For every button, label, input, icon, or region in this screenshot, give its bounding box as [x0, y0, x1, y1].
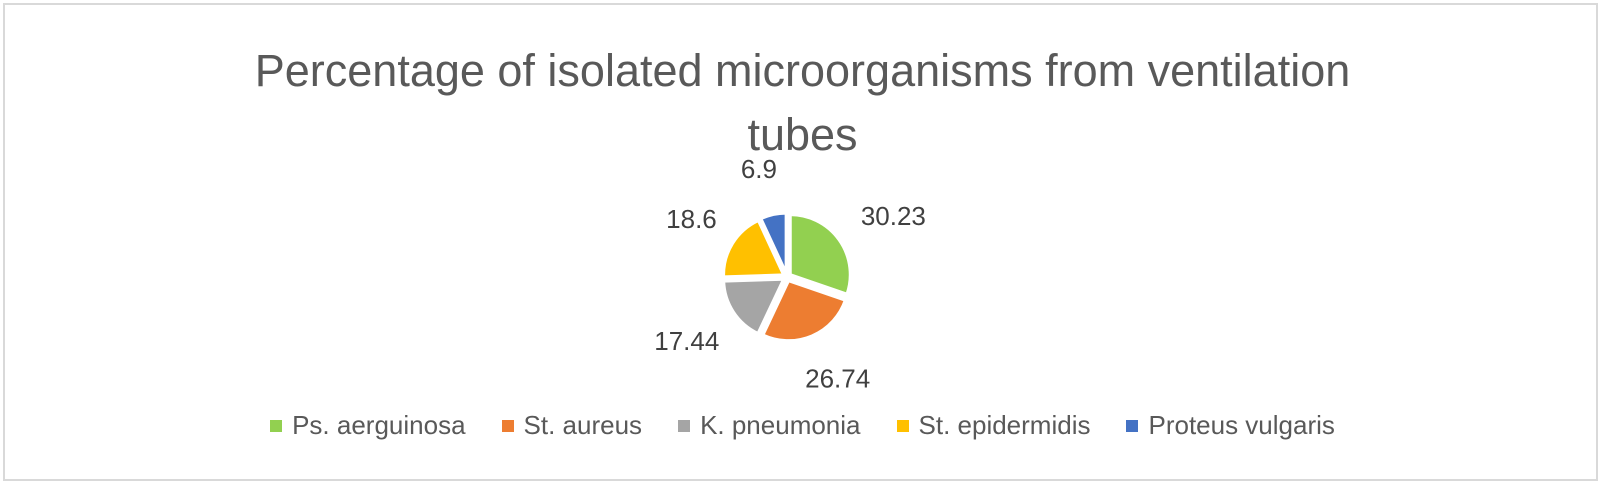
data-label-st-epidermidis: 18.6 — [666, 204, 717, 234]
pie-data-labels: 30.23 26.74 17.44 18.6 6.9 — [654, 154, 926, 393]
legend-item-proteus-vulgaris: Proteus vulgaris — [1126, 410, 1335, 441]
legend-item-st-aureus: St. aureus — [501, 410, 643, 441]
pie-chart: 30.23 26.74 17.44 18.6 6.9 — [654, 154, 926, 393]
legend-label-proteus-vulgaris: Proteus vulgaris — [1148, 410, 1335, 440]
legend-item-ps-aerguinosa: Ps. aerguinosa — [270, 410, 466, 441]
legend-label-ps-aerguinosa: Ps. aerguinosa — [292, 410, 466, 440]
chart-title: Percentage of isolated microorganisms fr… — [5, 39, 1600, 167]
data-label-k-pneumonia: 17.44 — [654, 326, 719, 356]
data-label-ps-aerguinosa: 30.23 — [861, 201, 926, 231]
legend-swatch-proteus-vulgaris — [1126, 419, 1139, 432]
legend-swatch-st-epidermidis — [896, 419, 909, 432]
data-label-proteus-vulgaris: 6.9 — [741, 154, 777, 184]
legend-item-k-pneumonia: K. pneumonia — [678, 410, 861, 441]
legend-swatch-ps-aerguinosa — [270, 419, 283, 432]
legend-label-st-epidermidis: St. epidermidis — [918, 410, 1091, 440]
legend-swatch-k-pneumonia — [678, 419, 691, 432]
pie-slice-ps-aerguinosa — [788, 213, 852, 297]
pie-slice-st-epidermidis — [722, 218, 786, 279]
pie-slice-st-aureus — [760, 278, 848, 343]
chart-legend: Ps. aerguinosa St. aureus K. pneumonia S… — [5, 410, 1600, 441]
chart-title-text: Percentage of isolated microorganisms fr… — [254, 45, 1351, 160]
data-label-st-aureus: 26.74 — [805, 363, 870, 393]
chart-frame: Percentage of isolated microorganisms fr… — [3, 3, 1598, 481]
legend-item-st-epidermidis: St. epidermidis — [896, 410, 1091, 441]
pie-slice-proteus-vulgaris — [758, 211, 788, 274]
legend-label-st-aureus: St. aureus — [523, 410, 643, 440]
pie-slice-k-pneumonia — [722, 277, 787, 336]
legend-swatch-st-aureus — [501, 419, 514, 432]
legend-label-k-pneumonia: K. pneumonia — [700, 410, 861, 440]
pie-slices — [722, 211, 852, 343]
